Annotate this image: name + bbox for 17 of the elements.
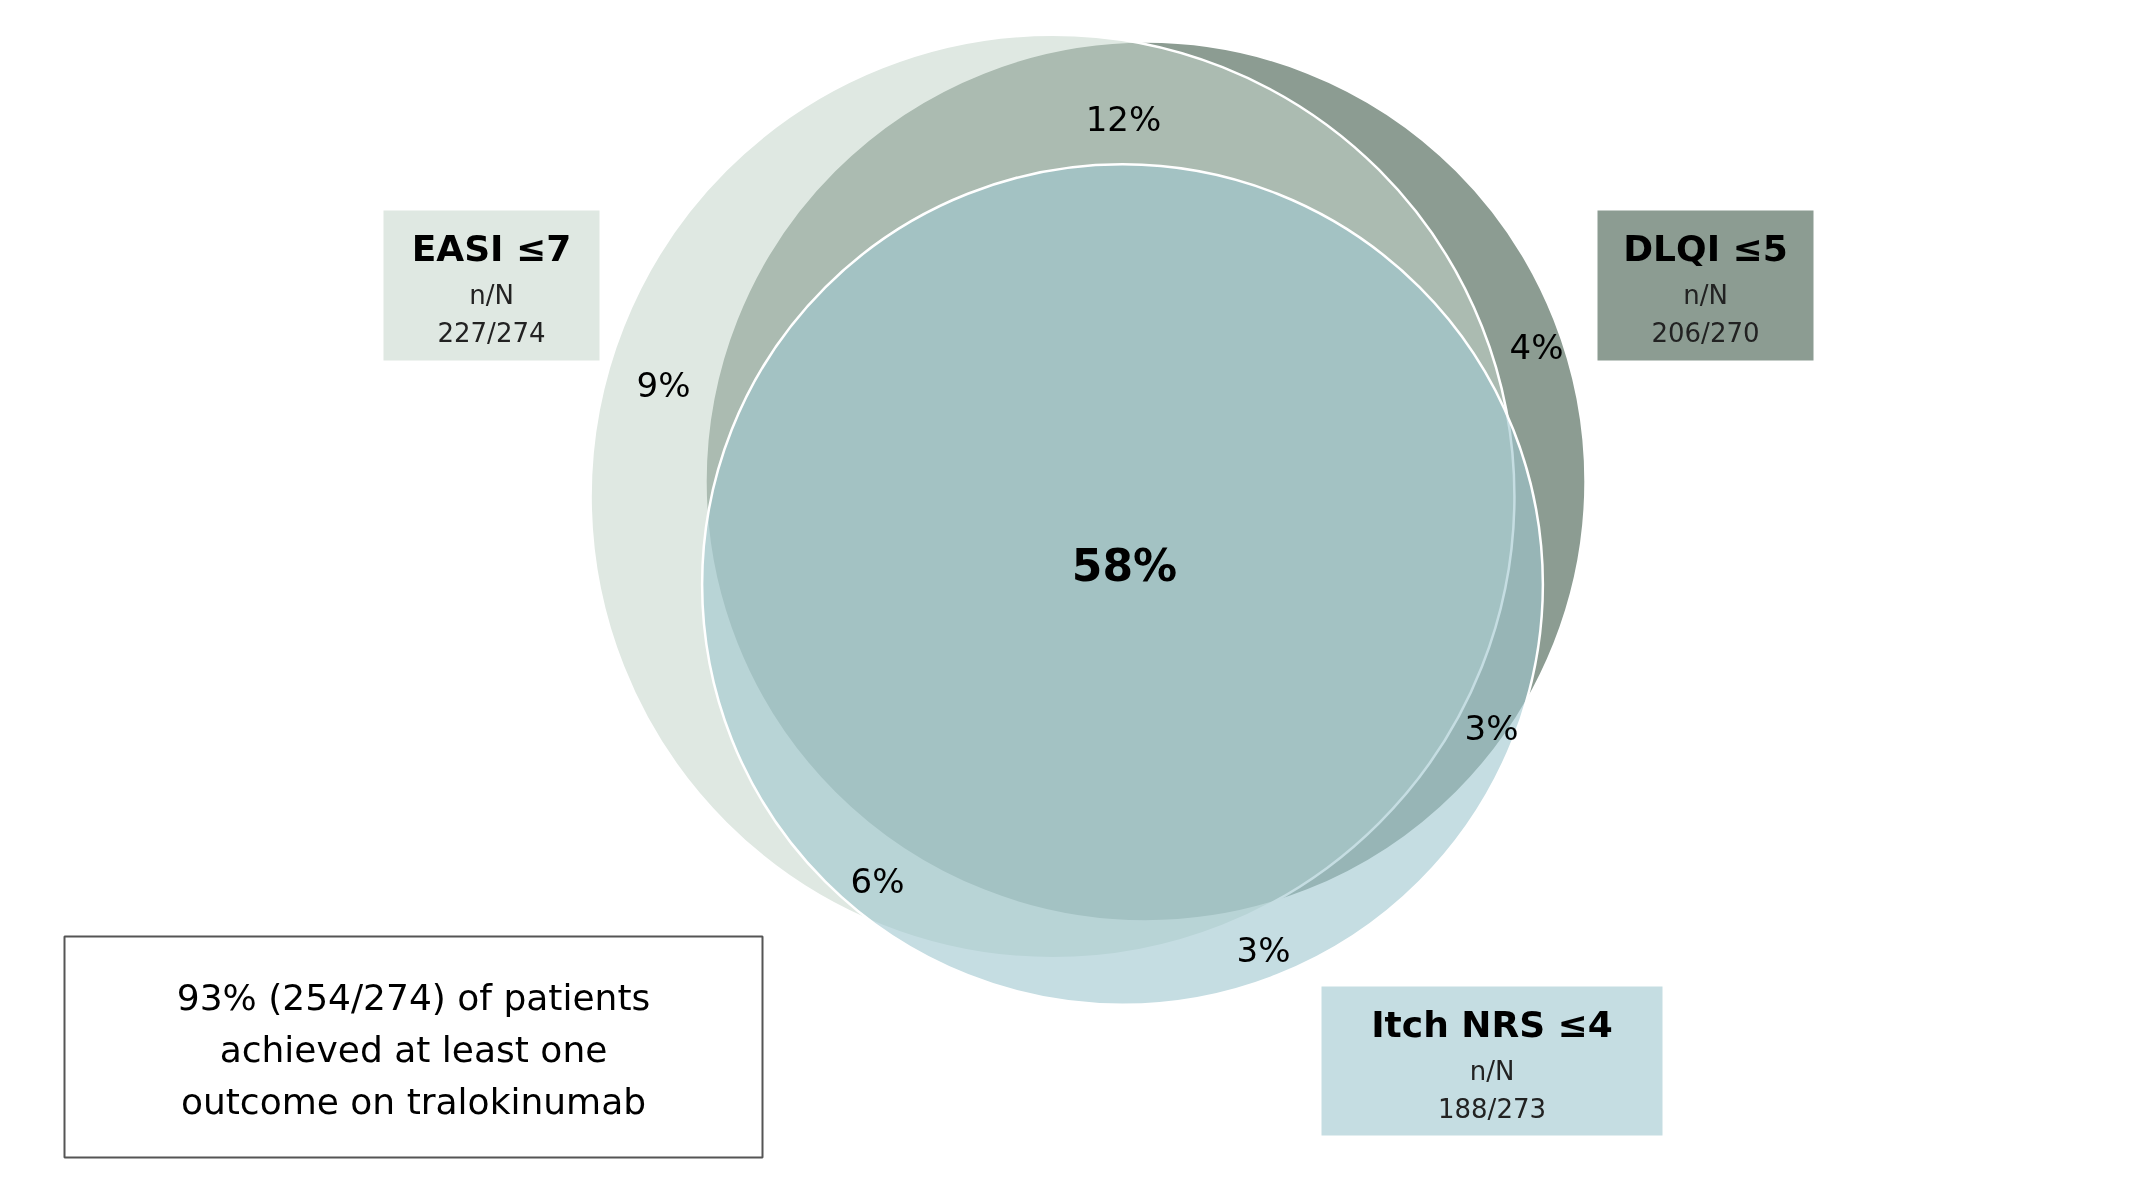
data-label: 206/270 [1651,317,1760,348]
text: 6% [850,860,905,901]
text: 3% [1236,929,1291,970]
text: 3% [1464,707,1519,748]
text: 9% [636,364,691,405]
text: 93% (254/274) of patients achieved at least one outcome on tralokinumab [176,977,651,1122]
data-label: 188/273 [1437,1093,1547,1124]
data-label: 227/274 [437,317,546,348]
text: n/N [1469,1055,1515,1086]
text: 4% [1509,326,1564,367]
text: n/N [469,279,514,310]
category-label: Itch NRS ≤4 [1371,1004,1613,1045]
category-label: EASI ≤7 [411,228,572,269]
category-label: DLQI ≤5 [1623,228,1788,269]
text: 12% [1085,98,1162,139]
text: n/N [1683,279,1728,310]
text: 58% [1071,540,1178,591]
